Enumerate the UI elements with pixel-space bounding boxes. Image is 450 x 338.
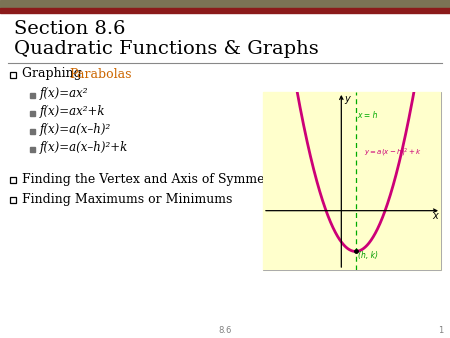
Text: (h, k): (h, k) [358,251,378,260]
Text: x: x [432,211,438,221]
Text: $y = a(x-h)^2 + k$: $y = a(x-h)^2 + k$ [364,147,423,159]
Text: Quadratic Functions & Graphs: Quadratic Functions & Graphs [14,40,319,58]
Text: Parabolas: Parabolas [69,68,131,80]
Bar [30,111,35,116]
Text: f(x)=ax²+k: f(x)=ax²+k [40,105,105,119]
Bar [30,146,35,151]
Bar [10,197,16,203]
Text: 8.6: 8.6 [218,326,232,335]
Text: Section 8.6: Section 8.6 [14,20,126,38]
Text: x = h: x = h [358,111,378,120]
Text: Finding the Vertex and Axis of Symmetry: Finding the Vertex and Axis of Symmetry [22,172,283,186]
Bar [263,92,441,270]
Text: 1: 1 [438,326,443,335]
Text: y: y [344,94,350,104]
Bar [0,0,450,8]
Text: Finding Maximums or Minimums: Finding Maximums or Minimums [22,193,232,206]
Text: f(x)=ax²: f(x)=ax² [40,88,89,100]
Bar [263,92,441,270]
Bar [0,8,450,13]
Text: Graphing: Graphing [22,68,86,80]
Text: f(x)=a(x–h)²+k: f(x)=a(x–h)²+k [40,142,128,154]
Bar [10,72,16,78]
Bar [10,177,16,183]
Text: f(x)=a(x–h)²: f(x)=a(x–h)² [40,123,111,137]
Bar [30,128,35,134]
Bar [30,93,35,97]
